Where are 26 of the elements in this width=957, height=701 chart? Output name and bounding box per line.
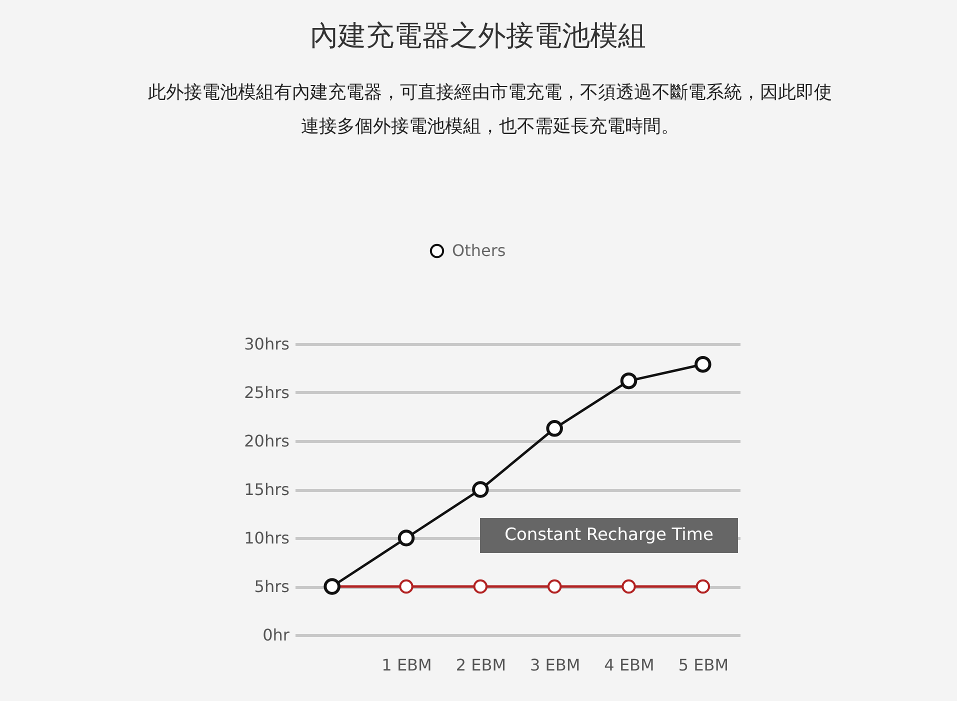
y-tick-label: 5hrs: [254, 577, 290, 596]
point: [546, 420, 563, 437]
point: [694, 356, 712, 373]
x-tick-label: 5 EBM: [678, 656, 728, 674]
point: [473, 579, 488, 594]
x-tick-label: 2 EBM: [456, 656, 506, 674]
y-tick-label: 20hrs: [244, 432, 290, 450]
y-tick-label: 30hrs: [244, 334, 290, 354]
y-tick-label: 10hrs: [244, 528, 290, 548]
point: [398, 530, 415, 546]
chart-title: 內建充電器之外接電池模組: [310, 19, 646, 52]
annotation: Constant Recharge Time: [504, 525, 714, 545]
point: [472, 481, 489, 498]
y-tick-label: 0hr: [262, 626, 290, 644]
chart-subtitle: 此外接電池模組有內建充電器，可直接經由市電充電，不須透過不斷電系統，因此即使連接多個外接電池模組，也不需延長充電時間。: [148, 82, 832, 137]
point: [399, 579, 414, 594]
point: [620, 372, 638, 390]
point: [547, 579, 562, 594]
x-tick-label: 3 EBM: [530, 656, 580, 674]
point: [696, 579, 710, 594]
x-tick-label: 1 EBM: [382, 656, 432, 674]
point: [622, 579, 636, 594]
legend-label: Others: [452, 241, 506, 260]
y-tick-label: 15hrs: [244, 480, 290, 499]
y-tick-label: 25hrs: [244, 383, 290, 402]
x-tick-label: 4 EBM: [604, 656, 654, 674]
